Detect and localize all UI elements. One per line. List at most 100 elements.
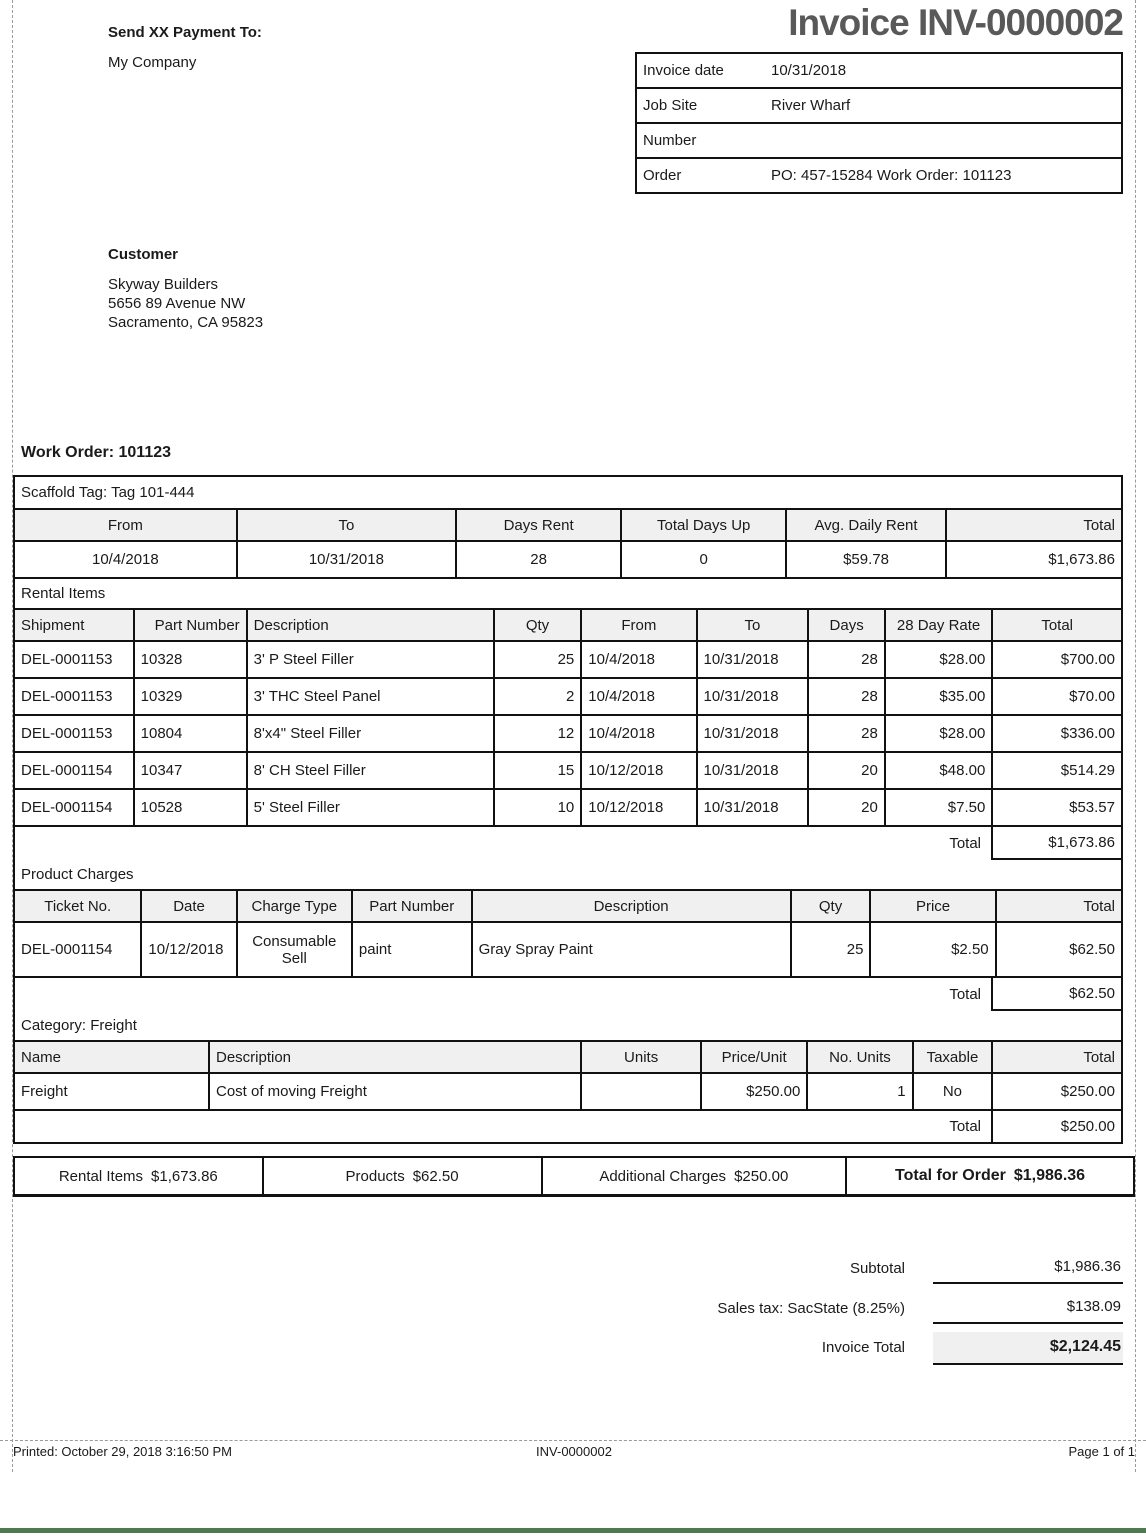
freight-header-row: Name Description Units Price/Unit No. Units T… bbox=[13, 1040, 1123, 1074]
rental-cell: 10528 bbox=[132, 788, 248, 827]
rental-items-section-label: Rental Items bbox=[13, 579, 1123, 608]
rental-cell: 10/31/2018 bbox=[695, 677, 810, 716]
summary-order-total-value: $1,986.36 bbox=[1013, 1167, 1086, 1184]
product-header-cell: Qty bbox=[789, 889, 872, 923]
footer-page-number: Page 1 of 1 bbox=[1068, 1444, 1136, 1459]
rental-cell: 3' P Steel Filler bbox=[245, 640, 495, 679]
freight-section-label: Category: Freight bbox=[13, 1011, 1123, 1040]
invoice-header-block: Invoice INV-0000002 Invoice date 10/31/20… bbox=[635, 0, 1124, 194]
product-header-row: Ticket No. Date Charge Type Part Number Desc… bbox=[12, 889, 1124, 923]
rental-header-cell: Shipment bbox=[13, 608, 135, 642]
payment-to-block: Send XX Payment To: My Company bbox=[108, 0, 262, 71]
scaffold-header-cell: Days Rent bbox=[455, 508, 623, 542]
summary-products-cell: Products $62.50 bbox=[261, 1156, 543, 1197]
rental-cell: 10/31/2018 bbox=[695, 751, 810, 790]
freight-header-cell: Price/Unit bbox=[699, 1040, 809, 1074]
rental-cell: DEL-0001153 bbox=[13, 640, 135, 679]
scaffold-header-row: From To Days Rent Total Days Up Avg. Daily R… bbox=[13, 508, 1124, 542]
product-cell: DEL-0001154 bbox=[12, 921, 143, 978]
invoice-total-value: $2,124.45 bbox=[933, 1332, 1123, 1365]
info-value: 10/31/2018 bbox=[771, 62, 847, 79]
summary-order-total-label: Total for Order bbox=[895, 1167, 1006, 1184]
rental-cell: DEL-0001154 bbox=[13, 788, 135, 827]
scaffold-cell: 10/31/2018 bbox=[235, 540, 458, 579]
product-total-value: $62.50 bbox=[991, 978, 1121, 1011]
rental-cell: 10/4/2018 bbox=[580, 640, 698, 679]
product-charge-row: DEL-0001154 10/12/2018 Consumable Sell pain… bbox=[12, 921, 1124, 978]
freight-total-label: Total bbox=[949, 1118, 981, 1135]
freight-cell bbox=[580, 1072, 702, 1111]
invoice-title: Invoice INV-0000002 bbox=[788, 2, 1124, 43]
product-cell: $2.50 bbox=[869, 921, 997, 978]
rental-cell: $700.00 bbox=[991, 640, 1123, 679]
rental-item-row: DEL-0001153 10328 3' P Steel Filler 25 10/4/… bbox=[13, 640, 1123, 679]
rental-cell: 10329 bbox=[132, 677, 248, 716]
sales-tax-row: Sales tax: SacState (8.25%) $138.09 bbox=[13, 1292, 1123, 1324]
rental-cell: DEL-0001154 bbox=[13, 751, 135, 790]
page-margin-guide-right bbox=[1135, 0, 1136, 1472]
order-summary-row: Rental Items $1,673.86 Products $62.50 Add… bbox=[13, 1156, 1135, 1197]
rental-cell: 20 bbox=[807, 788, 886, 827]
product-header-cell: Charge Type bbox=[235, 889, 353, 923]
rental-cell: 10/4/2018 bbox=[580, 714, 698, 753]
product-total-label: Total bbox=[949, 986, 981, 1003]
summary-products-label: Products bbox=[345, 1167, 405, 1185]
rental-cell: 10 bbox=[492, 788, 583, 827]
summary-additional-value: $250.00 bbox=[734, 1167, 789, 1185]
rental-header-cell: Description bbox=[245, 608, 495, 642]
summary-order-total-cell: Total for Order $1,986.36 bbox=[845, 1156, 1135, 1197]
sales-tax-label: Sales tax: SacState (8.25%) bbox=[717, 1300, 905, 1317]
summary-rental-value: $1,673.86 bbox=[151, 1167, 218, 1185]
info-value: River Wharf bbox=[771, 97, 851, 114]
scaffold-header-cell: Total Days Up bbox=[620, 508, 788, 542]
product-header-cell: Date bbox=[140, 889, 238, 923]
info-label: Invoice date bbox=[643, 62, 724, 79]
company-name: My Company bbox=[108, 54, 197, 71]
summary-additional-cell: Additional Charges $250.00 bbox=[540, 1156, 848, 1197]
freight-cell: Freight bbox=[13, 1072, 210, 1111]
rental-cell: 10/31/2018 bbox=[695, 788, 810, 827]
rental-cell: 15 bbox=[492, 751, 583, 790]
totals-block: Subtotal $1,986.36 Sales tax: SacState (… bbox=[13, 1252, 1123, 1365]
invoice-content: Send XX Payment To: My Company Invoice I… bbox=[12, 0, 1135, 1365]
page-margin-guide-left bbox=[12, 0, 13, 1472]
rental-cell: 2 bbox=[492, 677, 583, 716]
rental-cell: 28 bbox=[807, 640, 886, 679]
scaffold-header-cell: From bbox=[13, 508, 238, 542]
freight-table: Name Description Units Price/Unit No. Units T… bbox=[13, 1040, 1123, 1111]
freight-header-cell: Total bbox=[991, 1040, 1123, 1074]
scaffold-cell: 10/4/2018 bbox=[13, 540, 238, 579]
rental-cell: DEL-0001153 bbox=[13, 677, 135, 716]
customer-address-line: Sacramento, CA 95823 bbox=[108, 314, 264, 331]
freight-cell: $250.00 bbox=[699, 1072, 809, 1111]
rental-cell: $7.50 bbox=[883, 788, 994, 827]
rental-cell: $70.00 bbox=[991, 677, 1123, 716]
rental-cell: 10/12/2018 bbox=[580, 751, 698, 790]
info-label: Order bbox=[643, 167, 682, 184]
rental-cell: $53.57 bbox=[991, 788, 1123, 827]
scaffold-cell: $59.78 bbox=[785, 540, 947, 579]
rental-cell: $48.00 bbox=[883, 751, 994, 790]
product-total-row: Total $62.50 bbox=[13, 978, 1123, 1011]
rental-cell: 8' CH Steel Filler bbox=[245, 751, 495, 790]
rental-cell: $28.00 bbox=[883, 640, 994, 679]
product-cell: $62.50 bbox=[994, 921, 1124, 978]
footer-printed-timestamp: Printed: October 29, 2018 3:16:50 PM bbox=[13, 1444, 232, 1459]
product-charges-section-label: Product Charges bbox=[13, 860, 1123, 889]
summary-additional-label: Additional Charges bbox=[599, 1167, 727, 1185]
product-cell: 10/12/2018 bbox=[140, 921, 238, 978]
rental-cell: 28 bbox=[807, 714, 886, 753]
freight-header-cell: No. Units bbox=[806, 1040, 914, 1074]
info-label: Number bbox=[643, 132, 697, 149]
product-cell: Gray Spray Paint bbox=[470, 921, 792, 978]
subtotal-value: $1,986.36 bbox=[933, 1252, 1123, 1284]
rental-cell: 28 bbox=[807, 677, 886, 716]
invoice-total-label: Invoice Total bbox=[821, 1339, 905, 1356]
scaffold-data-row: 10/4/2018 10/31/2018 28 0 $59.78 $1,673.86 bbox=[13, 540, 1124, 579]
freight-row: Freight Cost of moving Freight $250.00 1 No $… bbox=[13, 1072, 1123, 1111]
info-label: Job Site bbox=[643, 97, 698, 114]
bottom-accent-bar bbox=[0, 1528, 1146, 1533]
product-cell: paint bbox=[350, 921, 473, 978]
subtotal-row: Subtotal $1,986.36 bbox=[13, 1252, 1123, 1284]
